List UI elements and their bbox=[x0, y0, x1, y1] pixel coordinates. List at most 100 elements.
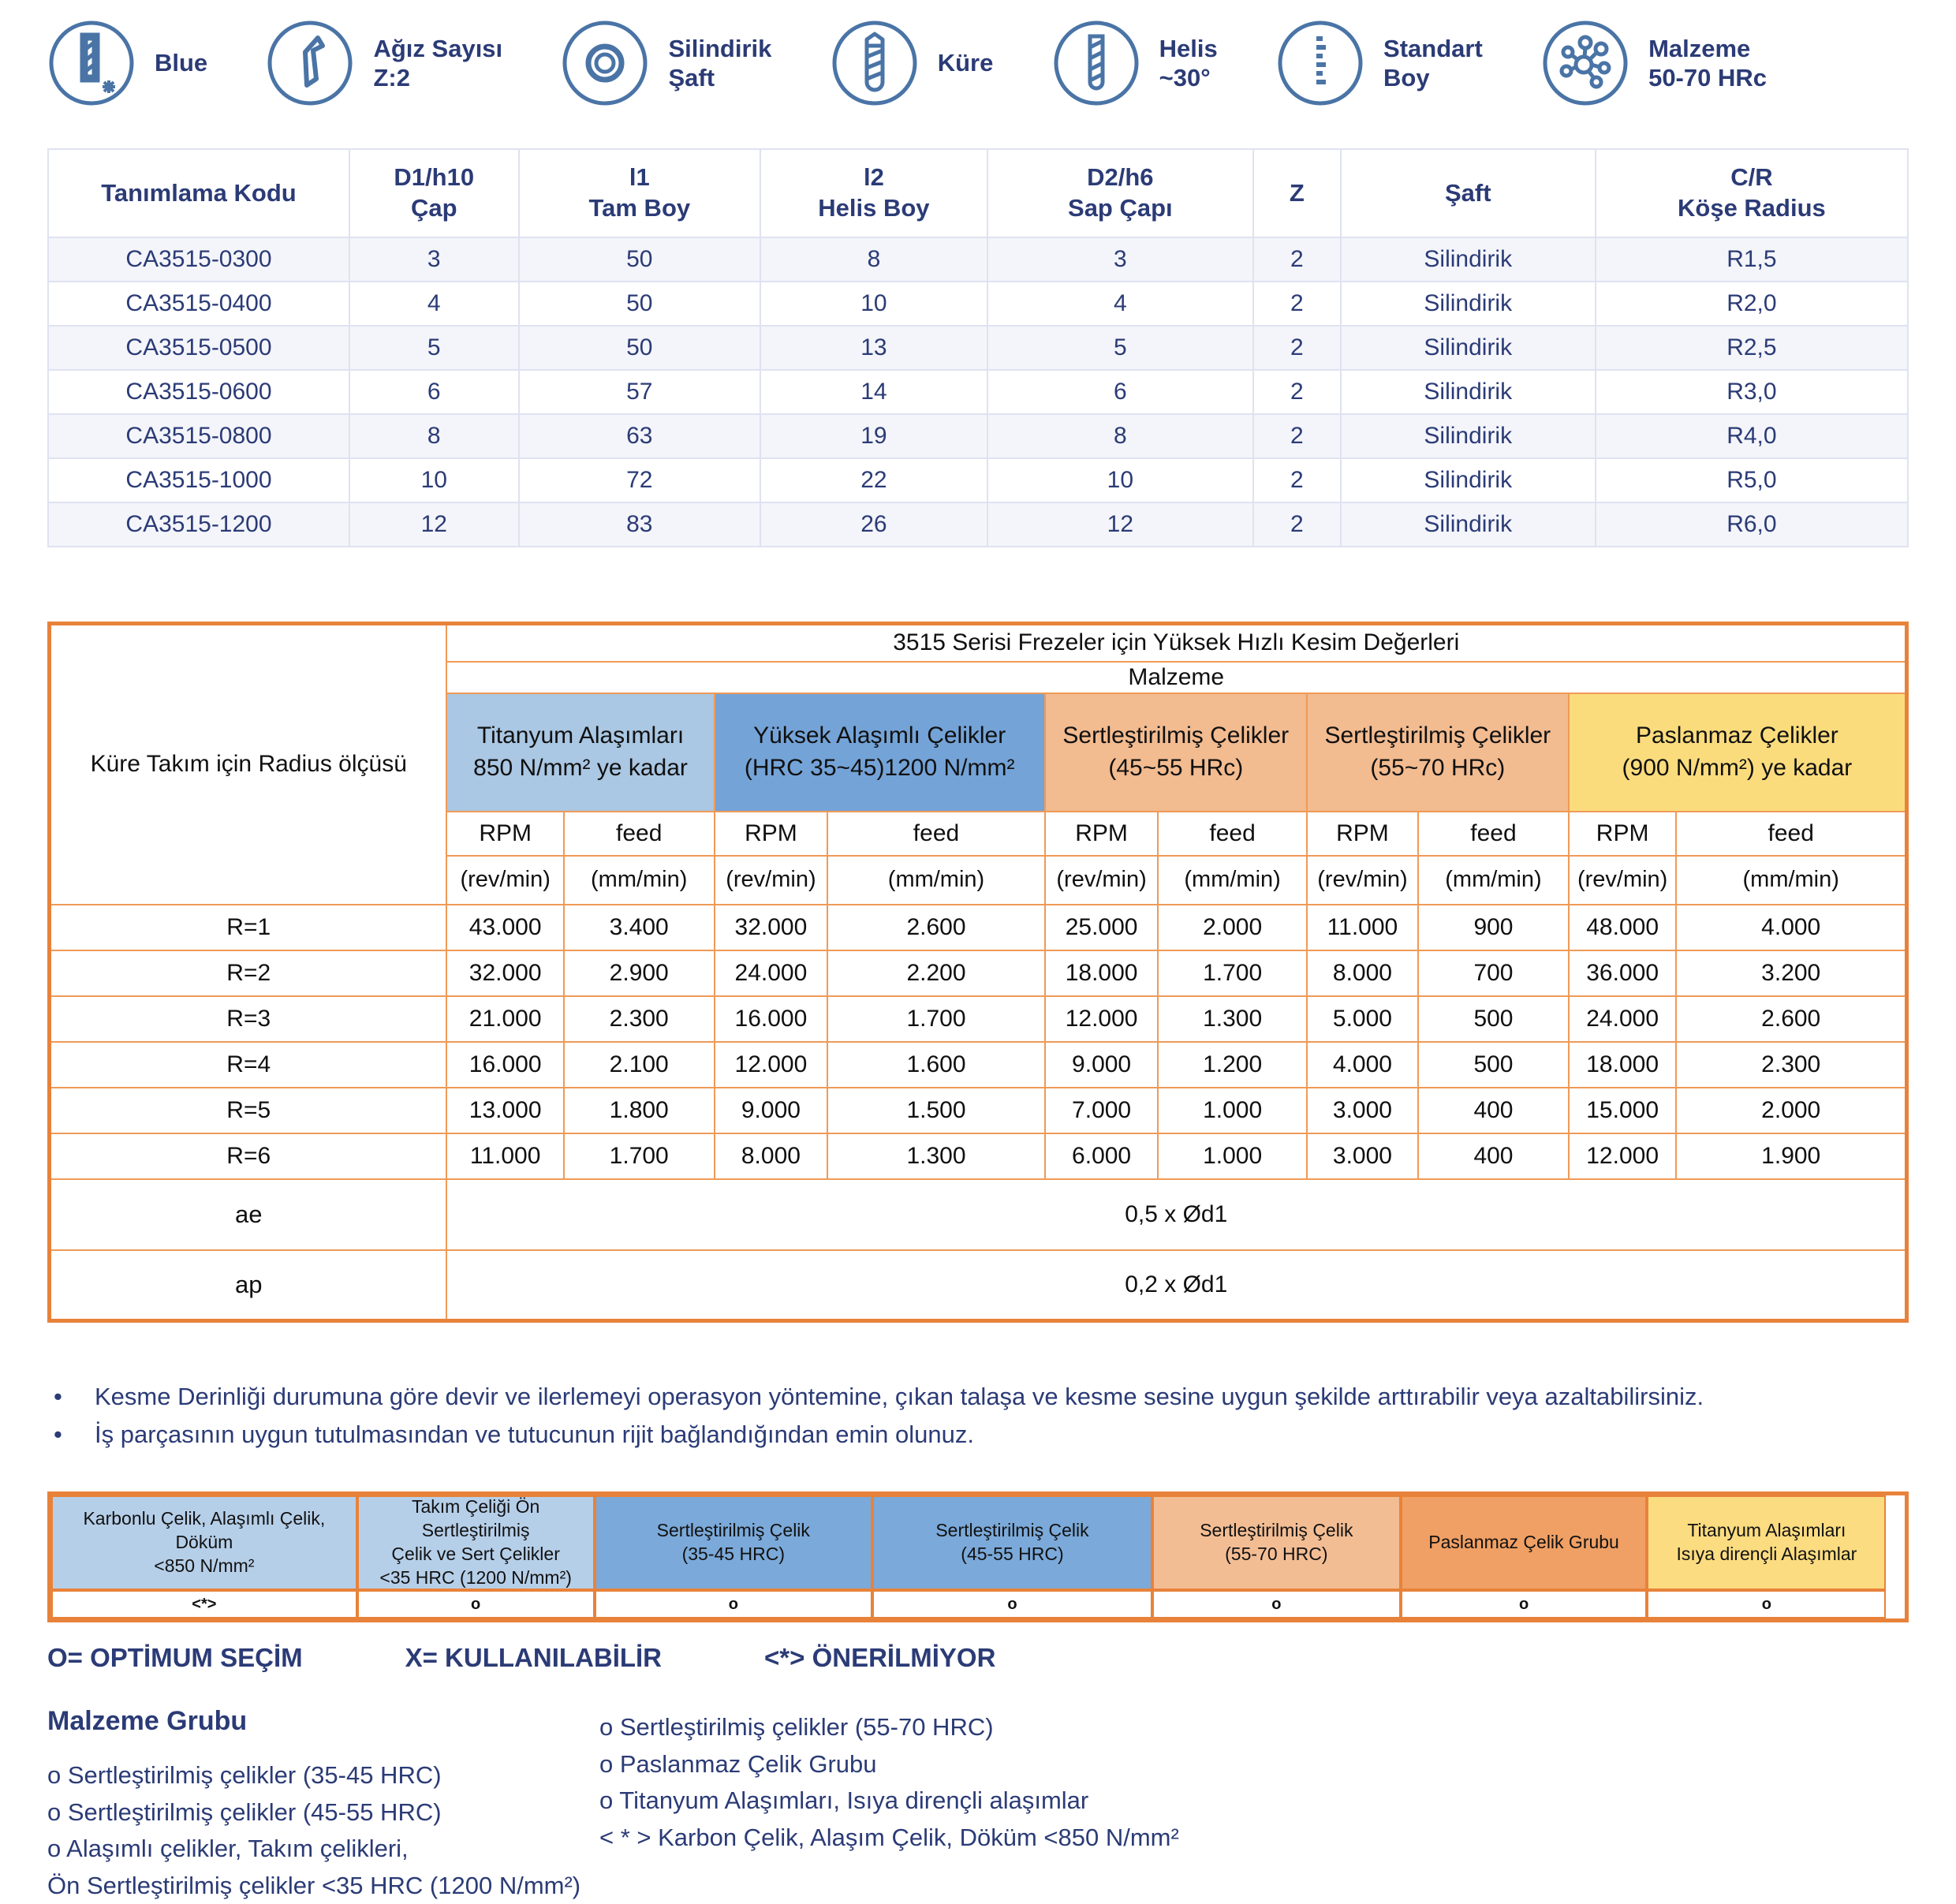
speed-value: 12.000 bbox=[713, 1040, 829, 1088]
material-bar-symbol: o bbox=[1400, 1590, 1648, 1619]
feature-strip: Blue Ağız Sayısı Z:2 Silindirik Şaft bbox=[47, 19, 1767, 107]
legend-usable: X= KULLANILABİLİR bbox=[405, 1643, 663, 1673]
speed-value: 2.900 bbox=[562, 949, 715, 997]
product-cell: 10 bbox=[348, 457, 520, 503]
product-cell: CA3515-1000 bbox=[47, 457, 350, 503]
product-cell: 8 bbox=[348, 413, 520, 459]
material-group-header: Sertleştirilmiş Çelikler (55~70 HRc) bbox=[1305, 692, 1570, 812]
helix-angle-icon bbox=[1054, 21, 1139, 106]
feed-unit: (mm/min) bbox=[1417, 854, 1570, 905]
material-group-item: o Alaşımlı çelikler, Takım çelikleri, bbox=[47, 1835, 409, 1863]
speed-value: 400 bbox=[1417, 1086, 1570, 1134]
product-cell: Silindirik bbox=[1339, 457, 1596, 503]
speed-value: 32.000 bbox=[446, 949, 565, 997]
product-cell: 10 bbox=[986, 457, 1254, 503]
material-bar-cell: Titanyum Alaşımları Isıya dirençli Alaşı… bbox=[1647, 1495, 1887, 1619]
speed-value: 1.000 bbox=[1157, 1086, 1308, 1134]
material-group-left: Malzeme Grubu o Sertleştirilmiş çelikler… bbox=[47, 1706, 599, 1904]
feature-label: Ağız Sayısı Z:2 bbox=[373, 34, 503, 91]
speed-value: 4.000 bbox=[1675, 903, 1908, 951]
product-cell: 72 bbox=[517, 457, 762, 503]
col-header-code: Tanımlama Kodu bbox=[47, 148, 350, 238]
material-bar-symbol: o bbox=[1152, 1590, 1401, 1619]
product-cell: 4 bbox=[348, 281, 520, 327]
material-bar-cell: Sertleştirilmiş Çelik (55-70 HRC) o bbox=[1152, 1495, 1401, 1619]
speed-value: 1.700 bbox=[1157, 949, 1308, 997]
blue-coating-icon bbox=[49, 21, 134, 106]
material-bar-text: Sertleştirilmiş Çelik (55-70 HRC) bbox=[1152, 1495, 1401, 1591]
speed-value: 32.000 bbox=[713, 903, 829, 951]
rpm-label: RPM bbox=[713, 810, 829, 857]
product-row: CA3515-1000 10 72 22 10 2 Silindirik R5,0 bbox=[47, 457, 1909, 503]
product-cell: R2,0 bbox=[1594, 281, 1909, 327]
col-header-shank: Şaft bbox=[1339, 148, 1596, 238]
col-header-shank-dia: D2/h6 Sap Çapı bbox=[986, 148, 1254, 238]
feature-label: Blue bbox=[155, 49, 208, 77]
material-bar-symbol: o bbox=[872, 1590, 1152, 1619]
speed-value: 900 bbox=[1417, 903, 1570, 951]
material-group-item: < * > Karbon Çelik, Alaşım Çelik, Döküm … bbox=[599, 1823, 1179, 1851]
material-group-header: Sertleştirilmiş Çelikler (45~55 HRc) bbox=[1043, 692, 1308, 812]
note-item: İş parçasının uygun tutulmasından ve tut… bbox=[47, 1416, 1909, 1454]
speed-data-row: R=1 43.000 3.400 32.000 2.600 25.000 2.000 11.0… bbox=[48, 903, 1908, 951]
material-bar-cell: Karbonlu Çelik, Alaşımlı Çelik, Döküm <8… bbox=[51, 1495, 357, 1619]
radius-label: R=1 bbox=[48, 903, 448, 951]
product-cell: CA3515-0800 bbox=[47, 413, 350, 459]
speed-value: 21.000 bbox=[446, 995, 565, 1043]
speed-value: 16.000 bbox=[446, 1040, 565, 1088]
speed-value: 2.000 bbox=[1157, 903, 1308, 951]
feature-standard-length: Standart Boy bbox=[1276, 19, 1483, 107]
material-group-section: Malzeme Grubu o Sertleştirilmiş çelikler… bbox=[47, 1706, 1909, 1904]
footer-label: ae bbox=[48, 1178, 448, 1251]
speed-value: 16.000 bbox=[713, 995, 829, 1043]
product-cell: 2 bbox=[1252, 369, 1342, 415]
speed-data-row: R=5 13.000 1.800 9.000 1.500 7.000 1.000 3.000 4… bbox=[48, 1086, 1908, 1134]
speed-value: 400 bbox=[1417, 1132, 1570, 1180]
product-cell: 22 bbox=[760, 457, 988, 503]
product-cell: 8 bbox=[986, 413, 1254, 459]
product-row: CA3515-0400 4 50 10 4 2 Silindirik R2,0 bbox=[47, 281, 1909, 327]
speed-value: 1.500 bbox=[827, 1086, 1046, 1134]
speed-value: 3.400 bbox=[562, 903, 715, 951]
speed-value: 36.000 bbox=[1567, 949, 1678, 997]
product-cell: R2,5 bbox=[1594, 325, 1909, 371]
product-cell: 12 bbox=[348, 502, 520, 547]
speed-group-row: Titanyum Alaşımları 850 N/mm² ye kadar Yü… bbox=[50, 692, 1908, 812]
speed-value: 48.000 bbox=[1567, 903, 1678, 951]
feed-unit: (mm/min) bbox=[1157, 854, 1308, 905]
product-cell: CA3515-0500 bbox=[47, 325, 350, 371]
speed-value: 1.300 bbox=[827, 1132, 1046, 1180]
product-row: CA3515-0300 3 50 8 3 2 Silindirik R1,5 bbox=[47, 237, 1909, 282]
speed-value: 9.000 bbox=[1043, 1040, 1159, 1088]
speed-subheader-row: RPM feed RPM feed RPM feed RPM feed RPM feed bbox=[50, 810, 1908, 857]
material-group-header: Yüksek Alaşımlı Çelikler (HRC 35~45)1200… bbox=[713, 692, 1046, 812]
feed-label: feed bbox=[1417, 810, 1570, 857]
material-bar-text: Takım Çeliği Ön Sertleştirilmiş Çelik ve… bbox=[356, 1495, 595, 1591]
product-cell: 50 bbox=[517, 281, 762, 327]
feed-label: feed bbox=[1675, 810, 1908, 857]
rpm-unit: (rev/min) bbox=[1567, 854, 1678, 905]
material-bar-text: Titanyum Alaşımları Isıya dirençli Alaşı… bbox=[1647, 1495, 1887, 1591]
speed-value: 1.800 bbox=[562, 1086, 715, 1134]
material-group-item: o Sertleştirilmiş çelikler (45-55 HRC) bbox=[47, 1798, 442, 1826]
product-cell: R6,0 bbox=[1594, 502, 1909, 547]
material-bar-cell: Paslanmaz Çelik Grubu o bbox=[1400, 1495, 1648, 1619]
radius-label: R=4 bbox=[48, 1040, 448, 1088]
speed-value: 1.000 bbox=[1157, 1132, 1308, 1180]
speed-value: 500 bbox=[1417, 995, 1570, 1043]
product-cell: 8 bbox=[760, 237, 988, 282]
material-group-left-list: o Sertleştirilmiş çelikler (35-45 HRC) o … bbox=[47, 1757, 599, 1904]
feature-ball-nose: Küre bbox=[831, 19, 993, 107]
feature-helix: Helis ~30° bbox=[1052, 19, 1218, 107]
standard-length-icon bbox=[1278, 21, 1363, 106]
material-group-header: Titanyum Alaşımları 850 N/mm² ye kadar bbox=[446, 692, 715, 812]
product-cell: Silindirik bbox=[1339, 369, 1596, 415]
feed-unit: (mm/min) bbox=[1675, 854, 1908, 905]
speed-value: 1.600 bbox=[827, 1040, 1046, 1088]
material-group-item: o Sertleştirilmiş çelikler (35-45 HRC) bbox=[47, 1761, 442, 1790]
rpm-unit: (rev/min) bbox=[1043, 854, 1159, 905]
product-cell: 14 bbox=[760, 369, 988, 415]
product-cell: R1,5 bbox=[1594, 237, 1909, 282]
feature-cylindrical-shank: Silindirik Şaft bbox=[561, 19, 771, 107]
